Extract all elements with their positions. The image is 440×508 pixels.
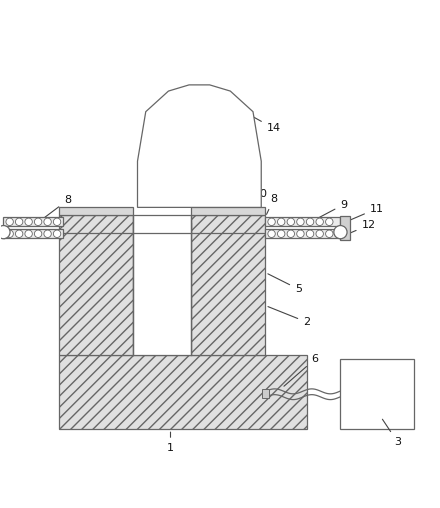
Bar (262, 389, 269, 398)
Bar (340, 359, 414, 429)
Circle shape (25, 230, 32, 238)
Bar (133, 223, 191, 355)
Circle shape (334, 226, 347, 239)
Text: 10: 10 (231, 189, 268, 209)
Circle shape (34, 218, 42, 226)
Circle shape (297, 218, 304, 226)
Circle shape (306, 230, 314, 238)
Text: 12: 12 (342, 220, 376, 236)
Circle shape (25, 218, 32, 226)
Text: 14: 14 (239, 109, 281, 133)
Bar (265, 229, 341, 238)
Text: 3: 3 (382, 419, 401, 447)
Circle shape (326, 230, 333, 238)
Bar (265, 217, 341, 227)
Bar (59, 215, 133, 233)
Bar (191, 207, 265, 215)
Text: 6: 6 (284, 354, 319, 386)
Bar (340, 215, 349, 240)
Circle shape (44, 218, 51, 226)
Circle shape (297, 230, 304, 238)
Text: 11: 11 (350, 204, 384, 220)
Circle shape (316, 230, 323, 238)
Text: 8: 8 (45, 196, 71, 217)
Polygon shape (138, 85, 261, 207)
Bar (59, 207, 133, 215)
Circle shape (268, 218, 275, 226)
Circle shape (53, 218, 61, 226)
Bar (191, 215, 265, 233)
Bar (4, 217, 63, 227)
Circle shape (268, 230, 275, 238)
Text: 9: 9 (317, 200, 347, 218)
Bar (133, 215, 191, 233)
Bar (191, 231, 265, 355)
Circle shape (15, 218, 23, 226)
Text: 1: 1 (167, 432, 174, 453)
Circle shape (0, 226, 10, 239)
Circle shape (6, 230, 13, 238)
Circle shape (15, 230, 23, 238)
Bar (4, 229, 63, 238)
Text: 8: 8 (267, 194, 277, 214)
Text: 2: 2 (268, 307, 310, 327)
Circle shape (6, 218, 13, 226)
Circle shape (306, 218, 314, 226)
Circle shape (278, 218, 285, 226)
Circle shape (316, 218, 323, 226)
Circle shape (44, 230, 51, 238)
Bar (59, 231, 133, 355)
Text: 5: 5 (268, 274, 302, 294)
Text: 13: 13 (205, 179, 239, 206)
Bar (59, 355, 307, 429)
Circle shape (326, 218, 333, 226)
Circle shape (53, 230, 61, 238)
Circle shape (287, 230, 294, 238)
Circle shape (34, 230, 42, 238)
Circle shape (287, 218, 294, 226)
Circle shape (278, 230, 285, 238)
